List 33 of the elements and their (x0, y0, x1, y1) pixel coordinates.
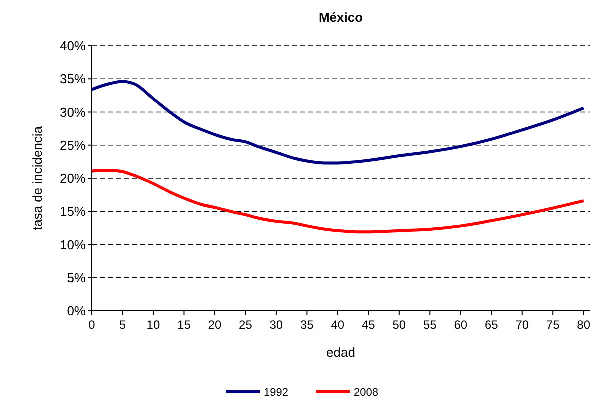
x-tick-label: 75 (546, 318, 560, 332)
y-axis-title: tasa de incidencia (30, 126, 45, 231)
x-tick-label: 70 (516, 318, 530, 332)
x-tick-label: 55 (423, 318, 438, 332)
y-tick-label: 10% (60, 237, 86, 252)
y-tick-label: 35% (60, 72, 86, 87)
x-tick-label: 80 (577, 318, 591, 332)
legend-label: 2008 (354, 386, 378, 399)
y-tick-label: 20% (60, 171, 86, 186)
legend-label: 1992 (264, 386, 288, 399)
x-tick-label: 15 (178, 318, 192, 332)
line-series (90, 80, 586, 165)
x-tick-label: 60 (454, 318, 468, 332)
y-tick-label: 5% (67, 270, 86, 286)
x-tick-label: 10 (146, 318, 160, 332)
x-tick-label: 5 (119, 318, 126, 332)
x-tick-label: 0 (88, 318, 96, 332)
x-tick-label: 40 (331, 318, 345, 332)
y-tick-label: 15% (60, 204, 86, 220)
y-tick-label: 25% (60, 138, 86, 153)
line-series (90, 169, 586, 234)
chart-title: México (318, 10, 364, 25)
y-tick-label: 40% (60, 38, 86, 54)
x-tick-label: 45 (362, 318, 376, 332)
y-tick-label: 30% (60, 104, 86, 120)
x-tick-label: 35 (300, 318, 314, 332)
y-tick-label: 0% (67, 304, 86, 319)
x-tick-label: 65 (484, 318, 499, 332)
x-tick-label: 30 (270, 318, 284, 332)
x-tick-label: 50 (392, 318, 406, 332)
x-tick-label: 25 (239, 318, 253, 332)
x-tick-label: 20 (208, 318, 222, 332)
x-axis-title: edad (326, 345, 356, 360)
